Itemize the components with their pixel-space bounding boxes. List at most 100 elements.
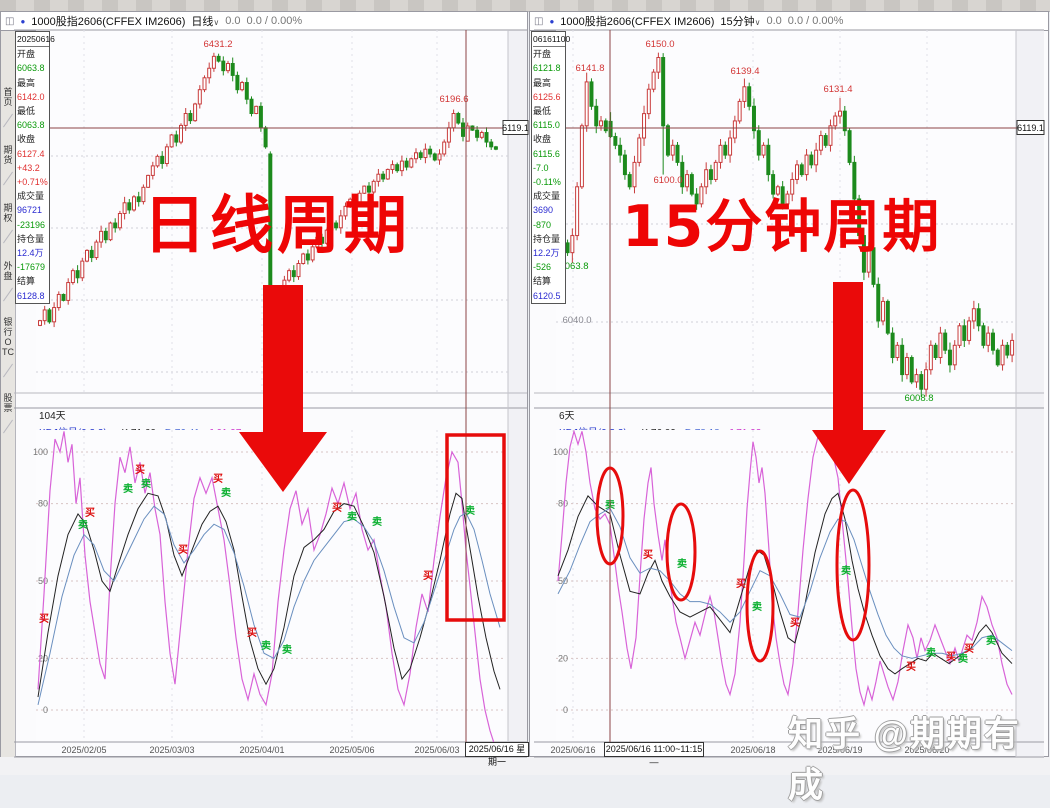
sell-signal-marker: 卖 [752,600,762,613]
info-label: 持仓量 [533,233,561,244]
info-value: -7.0 [533,162,549,173]
bars-count-label: 104天 [39,411,66,422]
sidebar-tab-3[interactable]: 期权 [3,203,13,223]
big-down-arrow-left [239,285,327,492]
buy-signal-marker: 买 [906,661,916,673]
sell-signal-marker: 卖 [282,643,292,656]
buy-signal-marker: 买 [213,473,223,485]
buy-signal-marker: 买 [247,627,257,639]
quote-info-panel: 06161100 开盘 6121.8 最高 6125.6 最低 6115.0 收盘 6115.6… [531,31,570,304]
bars-count-label: 6天 [559,411,575,422]
info-value: -17679 [17,262,46,273]
info-value: +43.2 [17,162,40,173]
date-axis-label: 2025/02/05 [61,745,106,755]
info-value: 6127.4 [17,148,45,159]
chevron-down-icon: ∨ [754,18,761,27]
last-price: 0.0 [766,15,782,27]
price-label: 6431.2 [203,39,232,50]
info-value: 6115.0 [533,120,560,131]
sidebar-tab-5[interactable]: 银行OTC [2,317,14,357]
kdj-axis-label: 0 [563,705,568,715]
highlight-rectangle [445,433,506,622]
red-annotations [239,282,886,663]
price-label: 6040.0 [562,315,591,326]
info-value: +0.71% [17,177,48,188]
info-value: 6128.8 [17,290,45,301]
info-label: 结算 [17,276,36,287]
instrument-name[interactable]: 1000股指2606(CFFEX IM2606) [31,16,186,28]
info-label: 最高 [533,77,552,88]
date-axis-label: 2025/06/03 [414,745,459,755]
sidebar-tab-6[interactable]: 股票 [3,393,13,413]
sell-signal-marker: 卖 [123,482,133,495]
sell-signal-marker: 卖 [141,477,151,490]
sidebar-tab-4[interactable]: 外盘 [3,261,13,281]
buy-signal-marker: 买 [135,464,145,476]
info-value: 12.2万 [533,248,560,259]
crosshair-price-box: 6119.1 [1017,123,1044,133]
sell-signal-marker: 卖 [347,510,357,523]
date-axis-label: 2025/06/20 [904,745,949,755]
selected-date-box: 2025/06/16 11:00~11:15 — [604,742,704,767]
sell-signal-marker: 卖 [926,646,936,659]
buy-signal-marker: 买 [964,643,974,655]
date-axis-label: 2025/03/03 [149,745,194,755]
info-label: 开盘 [533,49,552,60]
info-label: 收盘 [533,134,552,145]
price-label: 6150.0 [645,39,674,50]
sell-signal-marker: 卖 [958,652,968,665]
left-candlesticks [38,52,498,328]
info-value: 6115.6 [533,148,560,159]
window-icon[interactable]: ◫ [5,15,15,27]
left-chart-header: ◫ ● 1000股指2606(CFFEX IM2606) 日线∨ 0.0 0.0… [1,12,527,31]
sidebar-tab-2[interactable]: 期货 [3,145,13,165]
info-label: 最高 [17,77,36,88]
highlight-ellipse [835,488,871,642]
big-down-arrow-right [812,282,886,484]
sidebar-tab-1[interactable]: 首页 [3,87,13,107]
buy-signal-marker: 买 [736,578,746,590]
info-label: 成交量 [533,191,561,202]
right-chart-graphics: 100 80 50 20 0 6141.8 6150.0 6139.4 6131.4 6100.0… [534,29,1045,758]
sell-signal-marker: 卖 [677,557,687,570]
info-label: 收盘 [17,134,36,145]
kdj-axis-label: 50 [558,576,568,586]
zhihu-watermark: 知乎 @期期有成 [788,715,1021,805]
price-label: 6131.4 [823,84,852,95]
instrument-name[interactable]: 1000股指2606(CFFEX IM2606) [560,16,715,28]
buy-signal-marker: 买 [332,502,342,514]
info-label: 成交量 [17,191,45,202]
info-label: 最低 [533,106,552,117]
info-value: -526 [533,262,552,273]
quote-info-panel: 20250616 开盘 6063.8 最高 6142.0 最低 6063.8 收盘 6127.4… [15,31,55,304]
buy-signal-marker: 买 [85,507,95,519]
price-label: 6100.0 [653,175,682,186]
sell-signal-marker: 卖 [221,486,231,499]
info-value: 6063.8 [17,63,45,74]
info-value: 96721 [17,205,43,216]
left-kdj-lines [37,431,501,742]
info-label: 开盘 [17,49,36,60]
price-label: 6139.4 [730,66,759,77]
kdj-axis-label: 20 [558,653,568,663]
period-selector[interactable]: 日线∨ [191,16,220,28]
info-value: -870 [533,219,552,230]
date-axis-label: 2025/05/06 [329,745,374,755]
highlight-ellipse [745,549,775,663]
date-axis-label: 2025/04/01 [239,745,284,755]
kdj-axis-label: 20 [38,653,48,663]
info-value: 6121.8 [533,63,561,74]
window-icon[interactable]: ◫ [534,15,544,27]
hovered-bar-date: 20250616 [17,32,55,48]
change-info: 0.0 / 0.00% [246,15,303,27]
daily-cycle-annotation-text: 日线周期 [143,189,411,262]
info-value: 6142.0 [17,91,45,102]
kdj-axis-label: 100 [33,447,48,457]
period-selector[interactable]: 15分钟∨ [720,16,761,28]
info-label: 最低 [17,106,36,117]
date-axis-label: 2025/06/19 [817,745,862,755]
price-label: 6008.8 [904,393,933,404]
15min-cycle-annotation-text: 15分钟周期 [622,194,942,260]
